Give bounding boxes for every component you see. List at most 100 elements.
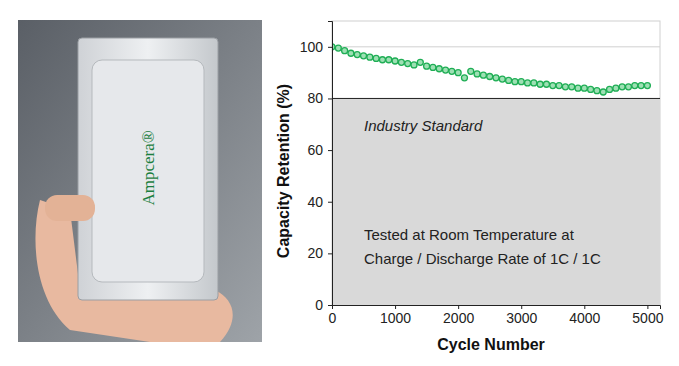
point — [506, 77, 512, 83]
y-tick: 80 — [307, 90, 332, 106]
y-axis: 0 20 40 60 80 100 — [300, 22, 333, 313]
reference-label: Industry Standard — [364, 117, 483, 134]
x-tick-mark — [332, 305, 333, 309]
point — [405, 61, 411, 67]
x-tick-label: 0 — [329, 310, 337, 326]
point — [430, 64, 436, 70]
x-tick: 2000 — [443, 305, 474, 326]
point — [575, 85, 581, 91]
x-axis-title: Cycle Number — [437, 336, 545, 353]
point — [543, 81, 549, 87]
y-tick-mark — [328, 305, 332, 306]
point — [342, 48, 348, 54]
pouch-cell — [78, 38, 218, 300]
point — [386, 57, 392, 63]
x-tick: 5000 — [632, 305, 663, 326]
y-tick: 100 — [300, 39, 332, 55]
point — [499, 76, 505, 82]
x-axis: 0 1000 2000 3000 4000 5000 — [329, 305, 664, 326]
point — [480, 72, 486, 78]
point — [625, 84, 631, 90]
logo: Ampcera® — [139, 130, 158, 205]
thumb — [45, 195, 95, 221]
x-tick: 0 — [329, 305, 337, 326]
plot-frame — [332, 21, 660, 305]
y-tick-mark — [328, 253, 332, 254]
x-tick-mark — [584, 305, 585, 309]
point — [537, 81, 543, 87]
point — [512, 79, 518, 85]
x-tick-mark — [521, 305, 522, 309]
y-tick-mark — [328, 98, 332, 99]
point — [455, 70, 461, 76]
x-tick: 4000 — [569, 305, 600, 326]
x-tick-mark — [395, 305, 396, 309]
point — [335, 45, 341, 51]
data-points — [332, 44, 650, 95]
y-tick-label: 0 — [315, 297, 323, 313]
point — [474, 71, 480, 77]
point — [424, 63, 430, 69]
x-tick-label: 3000 — [506, 310, 537, 326]
y-tick: 40 — [307, 194, 332, 210]
reference-area — [332, 98, 660, 305]
point — [392, 58, 398, 64]
point — [468, 68, 474, 74]
point — [581, 85, 587, 91]
point — [436, 66, 442, 72]
point — [354, 52, 360, 58]
x-tick: 3000 — [506, 305, 537, 326]
canvas: Ampcera®02040608010001000200030004000500… — [0, 0, 679, 366]
y-tick-mark — [328, 202, 332, 203]
point — [594, 88, 600, 94]
grid-line — [332, 46, 660, 47]
point — [531, 80, 537, 86]
y-axis-line — [328, 22, 333, 306]
point — [638, 83, 644, 89]
point — [411, 62, 417, 68]
point — [562, 84, 568, 90]
grid-line — [332, 98, 660, 99]
x-tick-mark — [647, 305, 648, 309]
point — [607, 86, 613, 92]
x-axis-line — [333, 306, 661, 310]
point — [367, 54, 373, 60]
point — [417, 59, 423, 65]
point — [361, 53, 367, 59]
x-tick-label: 5000 — [632, 310, 663, 326]
y-tick: 60 — [307, 142, 332, 158]
point — [556, 83, 562, 89]
x-tick-mark — [458, 305, 459, 309]
x-tick-label: 4000 — [569, 310, 600, 326]
point — [487, 74, 493, 80]
point — [398, 59, 404, 65]
point — [613, 85, 619, 91]
point — [493, 75, 499, 81]
point — [569, 84, 575, 90]
y-tick-label: 40 — [307, 194, 323, 210]
point — [632, 83, 638, 89]
y-tick-label: 20 — [307, 245, 323, 261]
grid — [332, 47, 660, 305]
pouch-inner — [92, 60, 204, 282]
point — [644, 83, 650, 89]
reference-line — [332, 98, 660, 99]
point — [588, 86, 594, 92]
x-tick-label: 2000 — [443, 310, 474, 326]
point — [619, 84, 625, 90]
point — [443, 67, 449, 73]
photo-background — [18, 20, 262, 342]
y-tick-mark — [328, 150, 332, 151]
point — [461, 75, 467, 81]
point — [600, 89, 606, 95]
point — [373, 55, 379, 61]
y-tick-label: 100 — [300, 39, 324, 55]
y-tick: 20 — [307, 245, 332, 261]
point — [348, 50, 354, 56]
point — [550, 83, 556, 89]
x-tick-label: 1000 — [380, 310, 411, 326]
point — [518, 79, 524, 85]
y-tick-label: 80 — [307, 90, 323, 106]
annotation: Tested at Room Temperature at — [364, 226, 575, 243]
y-tick-label: 60 — [307, 142, 323, 158]
